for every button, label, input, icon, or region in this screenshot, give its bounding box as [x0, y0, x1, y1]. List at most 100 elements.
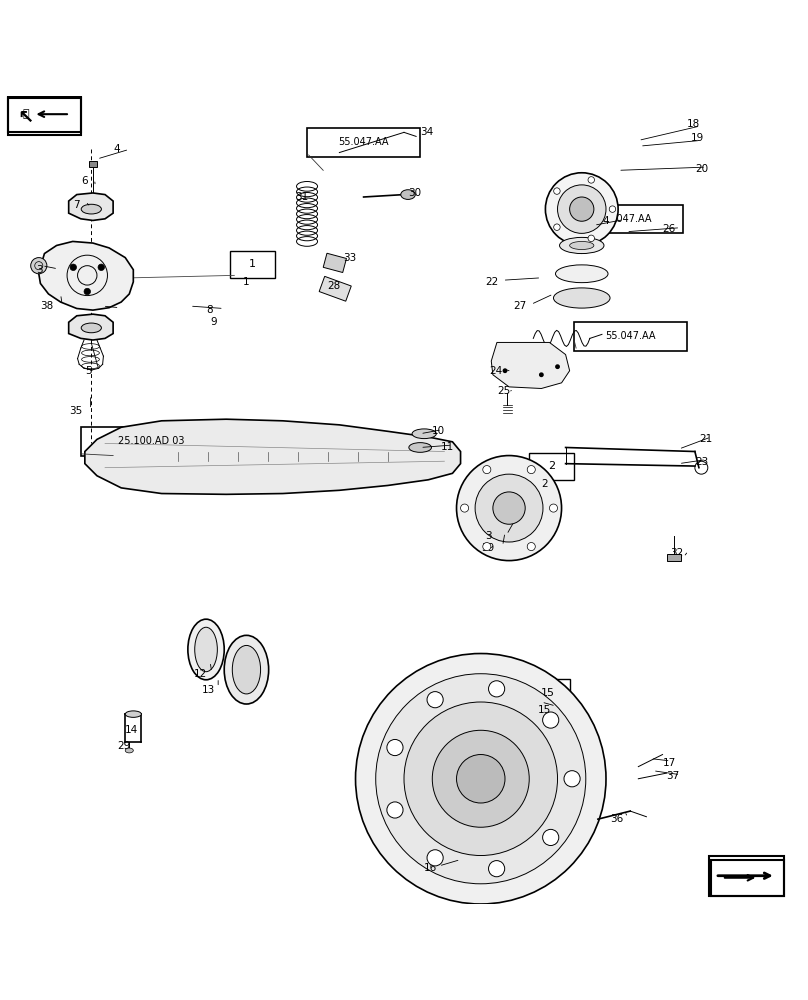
Text: 12: 12: [194, 669, 207, 679]
Text: 27: 27: [513, 301, 526, 311]
Circle shape: [543, 712, 559, 728]
PathPatch shape: [69, 314, 113, 340]
Text: 5: 5: [85, 366, 91, 376]
Ellipse shape: [570, 241, 594, 250]
Text: 55.047.AA: 55.047.AA: [605, 331, 655, 341]
Bar: [529, 453, 574, 480]
Text: 55.047.AA: 55.047.AA: [339, 137, 389, 147]
Ellipse shape: [125, 748, 133, 753]
Ellipse shape: [233, 645, 260, 694]
Text: 7: 7: [73, 200, 79, 210]
Text: 9: 9: [210, 317, 217, 327]
Circle shape: [493, 492, 525, 524]
Circle shape: [553, 224, 560, 230]
Ellipse shape: [412, 429, 436, 439]
PathPatch shape: [85, 419, 461, 494]
Circle shape: [475, 474, 543, 542]
Bar: [667, 554, 681, 561]
Text: 32: 32: [671, 548, 684, 558]
Text: 14: 14: [125, 725, 138, 735]
Circle shape: [489, 861, 505, 877]
Bar: [570, 205, 683, 233]
Bar: [711, 860, 784, 896]
Bar: [709, 856, 784, 896]
Circle shape: [432, 730, 529, 827]
Circle shape: [543, 829, 559, 846]
Text: 26: 26: [663, 224, 675, 234]
Text: 17: 17: [663, 758, 675, 768]
Text: 1: 1: [249, 259, 256, 269]
Circle shape: [427, 692, 444, 708]
Circle shape: [387, 802, 403, 818]
Text: 19: 19: [691, 133, 704, 143]
Text: 38: 38: [40, 301, 53, 311]
Text: 24: 24: [489, 366, 502, 376]
Text: 36: 36: [610, 814, 623, 824]
Ellipse shape: [81, 204, 102, 214]
Circle shape: [588, 177, 595, 183]
Text: 25: 25: [497, 386, 510, 396]
Text: 37: 37: [667, 771, 680, 781]
Text: 23: 23: [695, 457, 708, 467]
Circle shape: [545, 173, 618, 245]
Circle shape: [549, 504, 558, 512]
Text: 55.047.AA: 55.047.AA: [601, 214, 651, 224]
Bar: [8, 98, 81, 135]
Ellipse shape: [225, 635, 268, 704]
Circle shape: [588, 235, 595, 242]
Ellipse shape: [556, 265, 608, 283]
Circle shape: [528, 466, 535, 474]
Circle shape: [387, 739, 403, 756]
Ellipse shape: [409, 443, 431, 452]
Ellipse shape: [195, 627, 217, 672]
Text: 31: 31: [295, 192, 308, 202]
Bar: [8, 96, 81, 132]
Bar: [574, 322, 687, 351]
Circle shape: [528, 543, 535, 551]
Text: 18: 18: [687, 119, 700, 129]
Text: 20: 20: [695, 164, 708, 174]
Text: 33: 33: [343, 253, 356, 263]
Text: 3: 3: [485, 531, 491, 541]
PathPatch shape: [69, 193, 113, 220]
Text: 6: 6: [81, 176, 87, 186]
Bar: [525, 679, 570, 706]
Ellipse shape: [559, 237, 604, 254]
Text: 10: 10: [432, 426, 445, 436]
Circle shape: [483, 543, 491, 551]
Circle shape: [356, 654, 606, 904]
Circle shape: [558, 185, 606, 233]
Text: 21: 21: [699, 434, 712, 444]
Text: 2: 2: [541, 479, 548, 489]
Text: 4: 4: [113, 144, 120, 154]
Text: 22: 22: [485, 277, 498, 287]
PathPatch shape: [491, 342, 570, 388]
Circle shape: [98, 264, 104, 271]
Ellipse shape: [81, 323, 102, 333]
Text: 16: 16: [424, 863, 437, 873]
Text: 🖼: 🖼: [23, 109, 30, 119]
Text: 4: 4: [602, 216, 608, 226]
Ellipse shape: [401, 190, 415, 199]
Circle shape: [609, 206, 616, 212]
Text: 39: 39: [481, 543, 494, 553]
Text: 1: 1: [242, 277, 249, 287]
Circle shape: [427, 850, 444, 866]
Text: 30: 30: [408, 188, 421, 198]
Text: 3: 3: [36, 265, 43, 275]
Bar: [323, 253, 347, 273]
Circle shape: [489, 681, 505, 697]
Circle shape: [404, 702, 558, 856]
Bar: [307, 128, 420, 157]
Circle shape: [483, 466, 491, 474]
Ellipse shape: [553, 288, 610, 308]
Circle shape: [570, 197, 594, 221]
Text: 28: 28: [327, 281, 340, 291]
Text: 29: 29: [117, 741, 130, 751]
Circle shape: [461, 504, 469, 512]
Circle shape: [555, 364, 560, 369]
Text: 13: 13: [202, 685, 215, 695]
Circle shape: [457, 755, 505, 803]
Circle shape: [553, 188, 560, 194]
Text: 35: 35: [69, 406, 82, 416]
